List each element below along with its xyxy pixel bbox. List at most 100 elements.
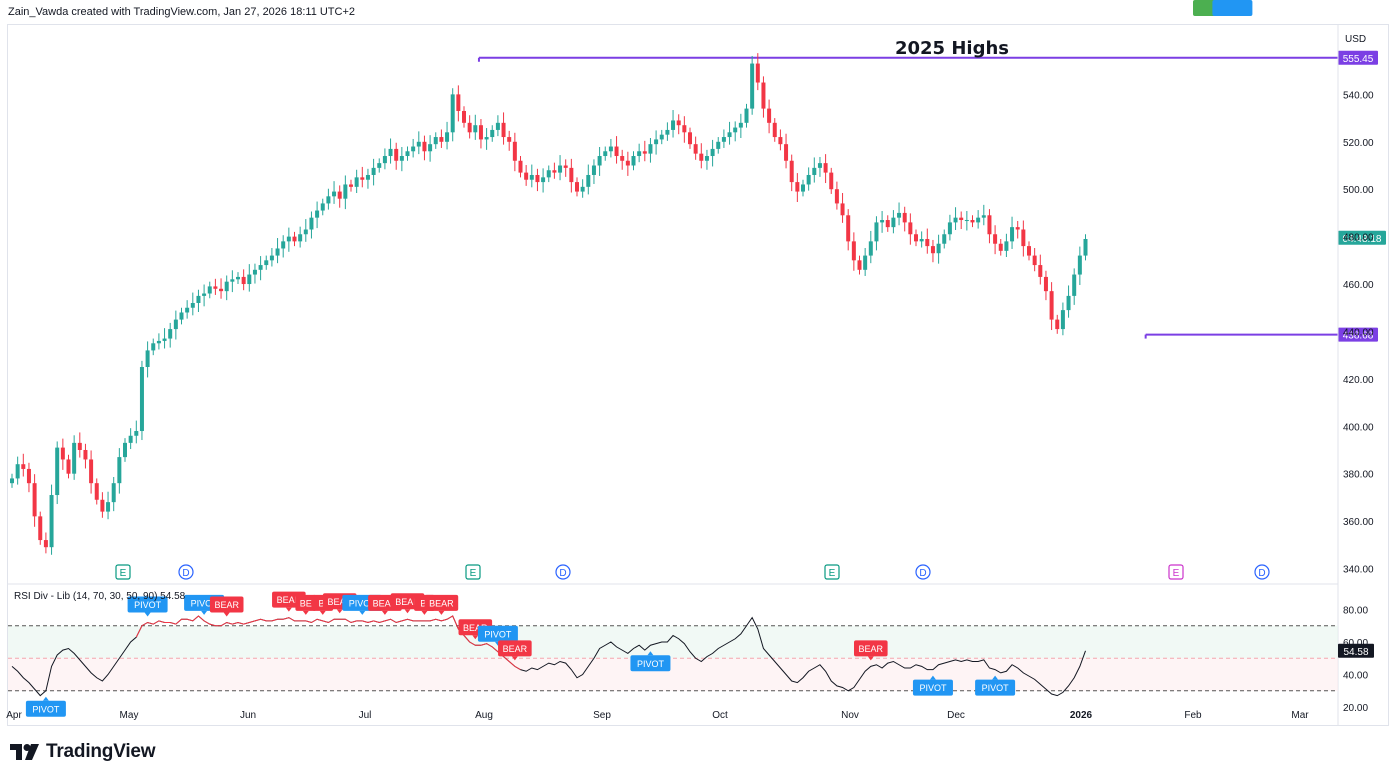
marker-label: PIVOT (32, 704, 60, 714)
candle (755, 53, 760, 91)
candle (908, 213, 913, 245)
candle-body (337, 191, 342, 199)
price-tick-label: 500.00 (1343, 185, 1374, 196)
candle-body (230, 279, 235, 282)
candle-body (60, 447, 65, 460)
x-axis-label: Aug (475, 710, 493, 721)
candle-body (880, 220, 885, 223)
candle-body (38, 516, 43, 541)
candle-body (795, 182, 800, 192)
event-label: E (470, 568, 477, 579)
rsi-current-badge (1338, 643, 1374, 658)
candle (399, 147, 404, 172)
marker-label: PIVOT (919, 683, 947, 693)
candle-body (721, 137, 726, 142)
candle-body (772, 122, 777, 138)
chart-frame (7, 24, 1389, 726)
dividend-event-icon (555, 564, 571, 580)
candle-body (320, 203, 325, 211)
candle (450, 88, 455, 142)
candle (382, 148, 387, 170)
candle (428, 135, 433, 162)
candle (642, 140, 647, 162)
marker-box (295, 594, 317, 611)
marker-label: BEAR (373, 598, 398, 608)
candle-body (456, 94, 461, 111)
marker-pointer (336, 609, 343, 614)
candle-body (959, 217, 964, 221)
candle-body (416, 141, 421, 147)
candle-body (343, 184, 348, 199)
marker-box (1212, 0, 1253, 16)
candle (552, 162, 557, 179)
candle (1032, 248, 1037, 272)
candle (806, 167, 811, 191)
candle (1038, 254, 1043, 285)
candle (123, 438, 127, 462)
candle (840, 193, 845, 223)
candle-body (360, 177, 365, 180)
candle (1027, 241, 1031, 261)
candle-body (868, 241, 873, 256)
marker-pointer (285, 607, 292, 612)
marker-label: BEAR (395, 597, 420, 607)
candle (727, 121, 732, 145)
candle-body (981, 215, 986, 218)
candle-body (654, 139, 659, 145)
candle-body (439, 137, 444, 142)
candle (761, 76, 766, 118)
candle-body (518, 160, 523, 173)
candle-body (179, 312, 184, 320)
candle (767, 99, 772, 134)
candle-body (710, 148, 715, 157)
candle-body (106, 502, 111, 512)
pivot-marker: PIVOT (630, 651, 671, 672)
marker-label: PIVOT (637, 659, 665, 669)
marker-label: BEAR (429, 598, 454, 608)
marker-pointer (201, 610, 208, 615)
candle (416, 131, 421, 155)
candle (846, 209, 851, 251)
candle (631, 151, 636, 171)
candle (682, 116, 687, 143)
marker-pointer (421, 610, 428, 615)
candle-body (801, 184, 805, 192)
candle-body (812, 167, 817, 175)
candle-body (49, 495, 54, 548)
candle-body (699, 153, 704, 161)
candle (190, 292, 195, 316)
earnings-event-icon (1168, 564, 1184, 580)
candle (1055, 314, 1060, 334)
candle-body (744, 108, 749, 123)
candle (608, 138, 613, 158)
candle-body (196, 295, 201, 303)
candle (185, 300, 190, 319)
candle-body (83, 449, 88, 460)
candle (168, 322, 173, 348)
candle (445, 121, 450, 150)
marker-box (209, 596, 244, 613)
candle-body (1038, 265, 1043, 277)
candle (620, 149, 625, 170)
candle-body (727, 132, 732, 138)
event-label: D (919, 568, 926, 579)
candle (925, 228, 930, 254)
candle-body (659, 134, 664, 140)
candle (891, 210, 896, 234)
price-chart[interactable]: 555.45 438.68 04:48:18 340.00 360.00 380.00 4… (0, 0, 1400, 740)
candle (1049, 282, 1054, 331)
candle (501, 112, 506, 145)
candle (699, 143, 704, 169)
candle (597, 147, 602, 176)
candle-body (665, 129, 670, 135)
candle-body (987, 215, 992, 235)
candle (671, 110, 676, 138)
rsi-tick-label: 40.00 (1343, 671, 1368, 682)
tradingview-logo[interactable]: TradingView (10, 741, 156, 763)
candle-body (620, 156, 625, 161)
candle-body (303, 229, 308, 235)
candle-body (377, 163, 382, 168)
candle (354, 169, 359, 193)
candle-body (394, 148, 399, 161)
candle-body (716, 141, 721, 149)
